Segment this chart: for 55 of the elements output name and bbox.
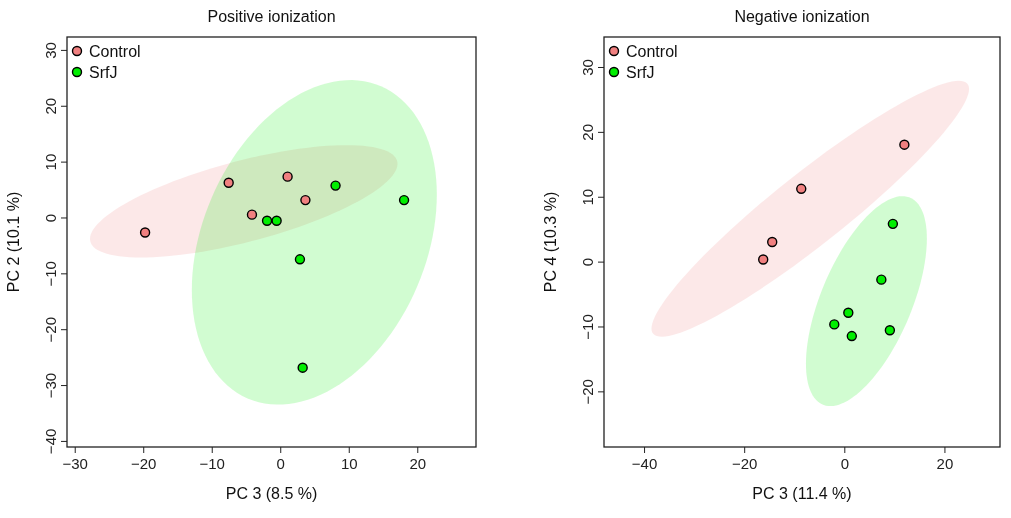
point bbox=[876, 274, 887, 285]
point bbox=[843, 307, 854, 318]
legend-label: Control bbox=[626, 43, 678, 60]
y-tick-label: 20 bbox=[579, 124, 596, 141]
y-tick-label: −20 bbox=[579, 379, 596, 405]
point bbox=[246, 209, 258, 220]
x-tick-label: 20 bbox=[409, 455, 427, 472]
legend-label: SrfJ bbox=[89, 64, 118, 81]
point bbox=[884, 325, 896, 336]
y-axis-title: PC 4 (10.3 %) bbox=[542, 191, 559, 293]
x-axis-title: PC 3 (11.4 %) bbox=[752, 485, 852, 502]
y-tick-label: 0 bbox=[42, 213, 59, 223]
point bbox=[330, 180, 341, 191]
x-tick-label: 20 bbox=[936, 455, 954, 472]
y-tick-label: 10 bbox=[42, 153, 59, 171]
point bbox=[261, 215, 273, 226]
y-tick-label: 10 bbox=[579, 188, 596, 206]
point bbox=[139, 227, 151, 238]
chart-title: Positive ionization bbox=[207, 8, 336, 25]
point bbox=[767, 236, 778, 248]
x-tick-label: 10 bbox=[340, 455, 358, 472]
point bbox=[282, 171, 293, 182]
x-tick-label: −30 bbox=[62, 455, 88, 472]
y-tick-label: −20 bbox=[42, 316, 59, 343]
y-tick-label: −30 bbox=[42, 372, 59, 399]
y-tick-label: −10 bbox=[579, 314, 596, 340]
point bbox=[271, 215, 282, 226]
point bbox=[899, 139, 910, 150]
point bbox=[796, 183, 807, 194]
point bbox=[297, 362, 308, 373]
x-tick-label: −10 bbox=[199, 455, 225, 472]
y-tick-label: 20 bbox=[42, 97, 59, 115]
y-tick-label: −10 bbox=[42, 261, 59, 287]
y-tick-label: 30 bbox=[42, 42, 59, 59]
y-tick-label: 0 bbox=[579, 257, 596, 267]
point bbox=[223, 177, 234, 188]
point bbox=[294, 254, 306, 265]
x-tick-label: 0 bbox=[276, 455, 285, 472]
y-tick-label: 30 bbox=[579, 59, 596, 76]
legend-label: Control bbox=[89, 43, 141, 60]
point bbox=[758, 254, 769, 265]
y-axis-title: PC 2 (10.1 %) bbox=[5, 191, 22, 293]
point bbox=[398, 194, 410, 206]
legend-label: SrfJ bbox=[626, 64, 655, 81]
x-tick-label: −20 bbox=[731, 455, 758, 472]
x-tick-label: 0 bbox=[840, 455, 849, 472]
x-tick-label: −20 bbox=[131, 455, 157, 472]
point bbox=[887, 218, 899, 230]
y-tick-label: −40 bbox=[42, 428, 59, 455]
point bbox=[829, 319, 840, 330]
point bbox=[300, 194, 311, 206]
chart-title: Negative ionization bbox=[734, 8, 870, 25]
point bbox=[846, 330, 858, 342]
x-tick-label: −40 bbox=[631, 455, 658, 472]
x-axis-title: PC 3 (8.5 %) bbox=[225, 485, 318, 502]
